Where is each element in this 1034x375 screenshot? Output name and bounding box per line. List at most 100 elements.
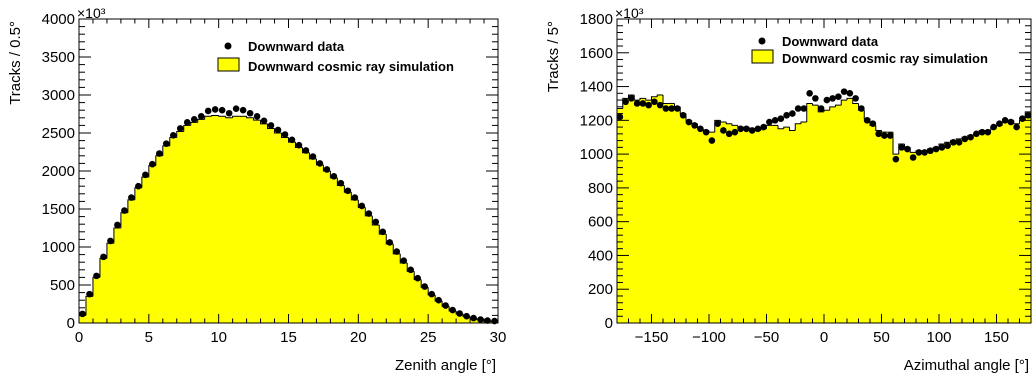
legend-sim-swatch [217,57,240,72]
y-tick-label: 0 [605,315,613,332]
data-point [449,306,456,314]
data-point [858,105,865,112]
y-multiplier: ×10³ [77,5,106,21]
simulation-bin [725,122,732,125]
y-tick-label: 3500 [42,49,75,66]
data-point [961,135,969,143]
simulation-bin [835,104,842,107]
data-point [114,221,121,229]
simulation-bin [944,141,951,144]
data-point [950,138,957,146]
simulation-bin [783,126,790,129]
simulation-bin [1013,120,1020,125]
data-point [337,179,345,187]
y-tick-label: 500 [50,277,75,294]
y-tick-label: 600 [588,214,613,231]
data-point [955,138,963,146]
data-point [400,257,408,264]
x-tick-label: −100 [692,329,726,346]
y-tick-label: 800 [588,180,613,197]
x-tick-label: 150 [984,329,1009,346]
data-point [456,310,463,317]
y-axis-label: Tracks / 5° [545,21,562,92]
data-point [915,149,923,156]
simulation-bin [846,97,853,101]
data-point [484,317,491,324]
data-point [645,101,652,109]
data-point [183,119,191,126]
data-point [708,137,716,144]
data-point [260,117,268,125]
simulation-bin [829,106,836,111]
x-tick-label: 0 [820,329,828,346]
simulation-bin [720,120,727,123]
y-tick-label: 1800 [580,11,613,28]
data-point [898,144,905,151]
data-point [442,302,449,309]
x-tick-label: 0 [75,329,83,346]
simulation-bin [789,127,796,131]
data-point [800,105,808,112]
data-point [737,125,744,133]
simulation-bin [955,138,962,141]
data-point [435,296,442,304]
simulation-bin [731,123,738,126]
simulation-bin [253,117,261,121]
data-point [407,266,415,274]
simulation-bin [898,143,905,155]
data-point [351,194,359,201]
data-point [771,117,779,124]
y-axis-label: Tracks / 0.5° [7,21,24,105]
data-point [1019,115,1026,122]
y-tick-label: 1600 [580,45,613,62]
simulation-bin [806,102,813,123]
simulation-bin [800,121,807,124]
y-tick-label: 2000 [42,163,75,180]
y-multiplier: ×10³ [615,5,644,21]
data-point [731,128,739,136]
simulation-bin [633,95,640,101]
simulation-bin [812,103,819,106]
data-point [714,120,721,128]
legend-sim-label: Downward cosmic ray simulation [782,51,988,66]
data-point [477,316,484,323]
data-point [288,136,296,144]
data-point [253,112,261,120]
simulation-bin [708,130,715,133]
data-point [135,182,142,190]
data-point [668,105,675,112]
data-point [840,88,848,95]
data-point [823,96,831,104]
x-tick-label: 10 [210,329,227,346]
data-point [323,166,331,173]
data-point [691,122,698,129]
data-point [1024,111,1032,119]
legend-sim-label: Downward cosmic ray simulation [248,59,454,74]
y-tick-label: 1200 [580,112,613,129]
legend-sim-swatch [751,49,774,64]
data-point [622,98,629,106]
data-point [904,145,911,153]
data-point [142,171,149,179]
data-point [656,101,664,109]
data-point [662,105,670,112]
simulation-bin [225,116,233,119]
data-point [783,111,790,119]
data-point [128,194,135,201]
data-point [685,118,693,126]
data-point [674,105,681,112]
data-point [990,123,997,131]
data-point [316,160,324,167]
data-point [190,116,198,123]
data-point [225,109,233,117]
data-point [777,115,785,122]
data-point [100,253,107,261]
x-axis-label: Zenith angle [°] [395,357,496,374]
y-tick-label: 0 [67,315,75,332]
data-point [697,125,704,133]
data-point [372,218,380,226]
simulation-bin [651,96,658,101]
data-point [978,128,986,136]
data-point [944,142,951,149]
